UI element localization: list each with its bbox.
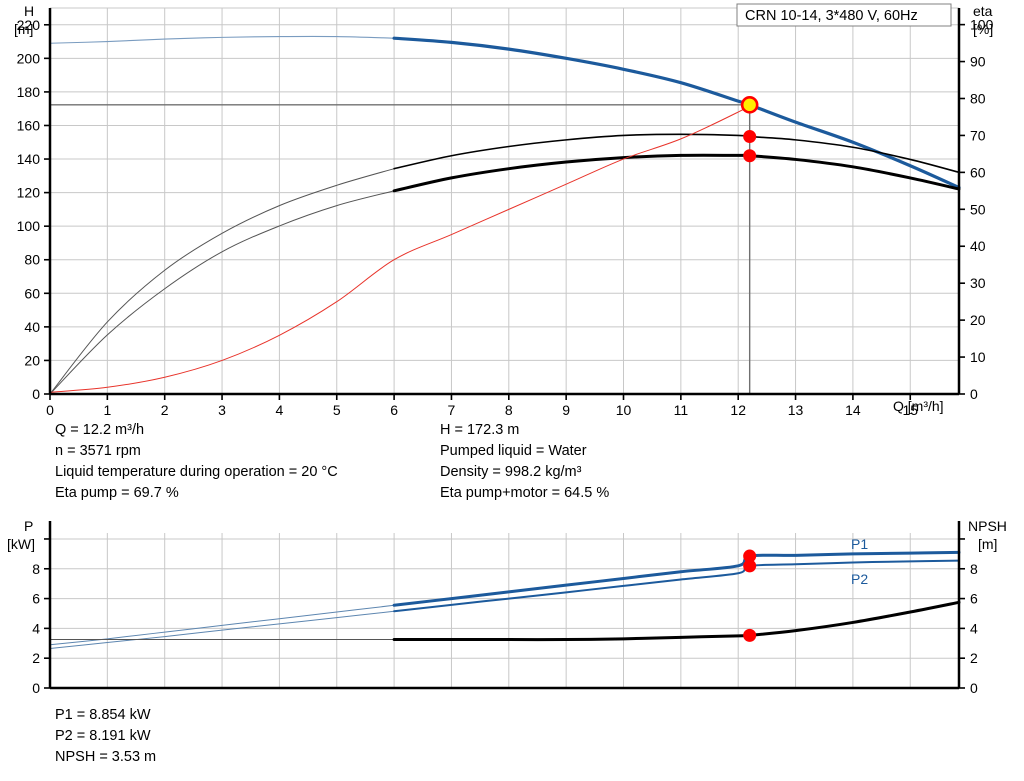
info-bottom-line-2: NPSH = 3.53 m bbox=[55, 749, 157, 765]
svg-text:120: 120 bbox=[17, 185, 41, 201]
chart-title-box: CRN 10-14, 3*480 V, 60Hz bbox=[736, 3, 952, 27]
svg-text:2: 2 bbox=[32, 650, 40, 666]
svg-text:9: 9 bbox=[562, 402, 570, 415]
svg-text:140: 140 bbox=[17, 151, 41, 167]
bottom-y-left-axis-label: P bbox=[24, 518, 33, 534]
svg-text:15: 15 bbox=[902, 402, 918, 415]
info-bottom-line-1: P2 = 8.191 kW bbox=[55, 728, 151, 744]
svg-text:12: 12 bbox=[730, 402, 746, 415]
power-npsh-chart: 0 2 4 6 8 0 2 4 6 8 P [kW] NPSH [m] P1 P2 bbox=[7, 518, 1007, 696]
svg-text:20: 20 bbox=[24, 352, 40, 368]
bottom-y-left-axis-unit: [kW] bbox=[7, 536, 35, 552]
svg-text:160: 160 bbox=[17, 117, 41, 133]
info-left-line-3: Eta pump = 69.7 % bbox=[55, 485, 179, 501]
svg-text:11: 11 bbox=[674, 402, 689, 415]
svg-text:6: 6 bbox=[32, 591, 40, 607]
svg-text:0: 0 bbox=[970, 680, 978, 696]
bottom-chart-tick-labels: 0 2 4 6 8 0 2 4 6 8 bbox=[32, 561, 978, 696]
svg-text:4: 4 bbox=[276, 402, 284, 415]
p1-curve-label: P1 bbox=[851, 536, 868, 552]
svg-text:60: 60 bbox=[24, 285, 40, 301]
top-chart-tick-labels: 0204060801001201401601802002200102030405… bbox=[17, 17, 994, 415]
svg-text:30: 30 bbox=[970, 275, 986, 291]
bottom-chart-grid bbox=[50, 533, 959, 688]
info-right-line-3: Eta pump+motor = 64.5 % bbox=[440, 485, 610, 501]
top-y-left-axis-label: H bbox=[24, 3, 34, 19]
svg-text:8: 8 bbox=[32, 561, 40, 577]
svg-text:14: 14 bbox=[845, 402, 861, 415]
svg-text:2: 2 bbox=[161, 402, 169, 415]
svg-text:13: 13 bbox=[788, 402, 804, 415]
svg-text:100: 100 bbox=[970, 17, 994, 33]
operating-info-right: H = 172.3 m Pumped liquid = Water Densit… bbox=[440, 420, 609, 504]
svg-text:220: 220 bbox=[17, 17, 41, 33]
svg-text:200: 200 bbox=[17, 50, 41, 66]
bottom-y-right-axis-label: NPSH bbox=[968, 518, 1007, 534]
info-bottom-line-0: P1 = 8.854 kW bbox=[55, 707, 151, 723]
head-efficiency-chart: 0204060801001201401601802002200102030405… bbox=[14, 3, 994, 415]
svg-text:6: 6 bbox=[970, 591, 978, 607]
svg-text:7: 7 bbox=[448, 402, 456, 415]
info-right-line-0: H = 172.3 m bbox=[440, 422, 520, 438]
svg-text:0: 0 bbox=[46, 402, 54, 415]
info-left-line-1: n = 3571 rpm bbox=[55, 443, 141, 459]
top-chart-curves bbox=[49, 35, 961, 395]
svg-text:80: 80 bbox=[970, 90, 986, 106]
info-right-line-2: Density = 998.2 kg/m³ bbox=[440, 464, 582, 480]
power-info: P1 = 8.854 kW P2 = 8.191 kW NPSH = 3.53 … bbox=[55, 705, 156, 768]
top-chart-grid bbox=[50, 7, 959, 394]
svg-text:0: 0 bbox=[32, 386, 40, 402]
svg-text:6: 6 bbox=[390, 402, 398, 415]
svg-text:8: 8 bbox=[970, 561, 978, 577]
bottom-y-right-axis-unit: [m] bbox=[978, 536, 997, 552]
bottom-chart-duty-markers bbox=[743, 549, 757, 642]
svg-text:3: 3 bbox=[218, 402, 226, 415]
svg-text:100: 100 bbox=[17, 218, 41, 234]
svg-text:80: 80 bbox=[24, 252, 40, 268]
bottom-chart-axes bbox=[44, 521, 965, 690]
svg-text:40: 40 bbox=[970, 238, 986, 254]
top-chart-axes bbox=[44, 8, 965, 400]
svg-text:1: 1 bbox=[103, 402, 111, 415]
info-left-line-2: Liquid temperature during operation = 20… bbox=[55, 464, 338, 480]
svg-text:8: 8 bbox=[505, 402, 513, 415]
info-left-line-0: Q = 12.2 m³/h bbox=[55, 422, 145, 438]
svg-text:4: 4 bbox=[32, 620, 40, 636]
p2-curve-label: P2 bbox=[851, 571, 868, 587]
top-x-axis-label: Q [m³/h] bbox=[893, 398, 944, 414]
svg-text:50: 50 bbox=[970, 201, 986, 217]
svg-text:10: 10 bbox=[616, 402, 632, 415]
svg-text:90: 90 bbox=[970, 54, 986, 70]
svg-text:10: 10 bbox=[970, 349, 986, 365]
bottom-chart-curves bbox=[49, 550, 961, 649]
top-y-left-axis-unit: [m] bbox=[14, 21, 33, 37]
svg-text:0: 0 bbox=[32, 680, 40, 696]
operating-info-left: Q = 12.2 m³/h n = 3571 rpm Liquid temper… bbox=[55, 420, 338, 504]
svg-text:180: 180 bbox=[17, 84, 41, 100]
top-y-right-axis-unit: [%] bbox=[973, 21, 993, 37]
svg-text:2: 2 bbox=[970, 650, 978, 666]
svg-text:0: 0 bbox=[970, 386, 978, 402]
svg-text:70: 70 bbox=[970, 127, 986, 143]
svg-text:5: 5 bbox=[333, 402, 341, 415]
svg-text:40: 40 bbox=[24, 319, 40, 335]
top-y-right-axis-label: eta bbox=[973, 3, 993, 19]
info-right-line-1: Pumped liquid = Water bbox=[440, 443, 587, 459]
svg-text:20: 20 bbox=[970, 312, 986, 328]
top-chart-duty-markers bbox=[740, 96, 759, 163]
chart-title: CRN 10-14, 3*480 V, 60Hz bbox=[745, 8, 918, 24]
svg-text:60: 60 bbox=[970, 164, 986, 180]
svg-text:4: 4 bbox=[970, 620, 978, 636]
